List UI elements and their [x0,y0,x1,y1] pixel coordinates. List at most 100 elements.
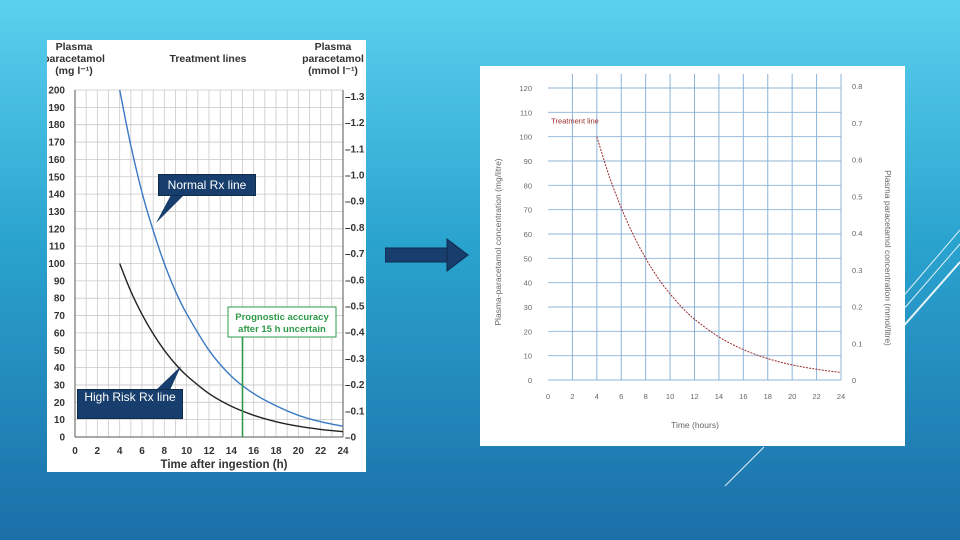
left-normal-treatment-line [119,89,344,427]
right-y2-tick-label: 0.4 [852,229,862,238]
left-x-tick-label: 24 [337,446,349,457]
left-y2-tick-label: –0.9 [345,197,365,208]
right-y2-tick-label: 0.5 [852,192,862,201]
left-axes [74,90,344,438]
right-y2-tick-label: 0.3 [852,266,862,275]
right-y2-tick-label: 0.2 [852,303,862,312]
right-x-axis-title: Time (hours) [671,420,719,430]
left-y-tick-label: 200 [48,86,65,97]
right-x-tick-label: 2 [570,392,574,401]
right-y-tick-label: 40 [524,279,532,288]
left-y2-axis-title: paracetamol [302,53,364,65]
right-y-tick-label: 70 [524,206,532,215]
right-y2-tick-label: 0.6 [852,156,862,165]
right-x-tick-label: 20 [788,392,796,401]
prognostic-annotation-text: Prognostic accuracy [235,312,329,323]
right-x-tick-label: 18 [764,392,772,401]
right-y2-tick-label: 0 [852,376,856,385]
right-lines [596,136,842,373]
right-x-tick-label: 4 [595,392,599,401]
left-y-tick-label: 0 [59,433,65,444]
left-y-tick-label: 170 [48,138,65,149]
right-y2-tick-label: 0.1 [852,339,862,348]
left-y-tick-label: 30 [54,380,66,391]
left-y-tick-label: 180 [48,120,65,131]
left-x-tick-label: 14 [226,446,238,457]
right-y-tick-label: 30 [524,303,532,312]
right-chart-panel: 0 10 20 30 40 50 60 70 80 90 100 110 120 0 0.1 0.2 0.3 0.… [480,66,905,446]
left-y-axis-title: paracetamol [47,53,105,65]
left-y2-tick-label: –1.0 [345,171,365,182]
left-y2-tick-label: –0.2 [345,380,365,391]
left-y-tick-label: 150 [48,172,65,183]
left-y-tick-label: 20 [54,398,66,409]
right-y-tick-label: 80 [524,181,532,190]
right-y-tick-label: 90 [524,157,532,166]
left-y-tick-label: 50 [54,346,66,357]
right-grid [548,74,842,381]
right-y-tick-label: 110 [520,108,532,117]
normal-rx-callout: Normal Rx line [158,174,256,196]
right-y-tick-label: 50 [524,254,532,263]
high-risk-rx-callout: High Risk Rx line [77,389,183,419]
left-y-axis-title: (mg l⁻¹) [55,65,93,77]
left-grid [74,89,344,438]
left-y2-tick-label: –1.3 [345,92,365,103]
left-x-tick-label: 12 [203,446,215,457]
left-y-tick-label: 190 [48,103,65,114]
right-y2-tick-label: 0.8 [852,82,862,91]
left-x-tick-label: 20 [293,446,305,457]
left-y-tick-label: 90 [54,276,66,287]
left-y2-axis-title: (mmol l⁻¹) [308,65,358,77]
left-y-tick-label: 40 [54,363,66,374]
left-labels: 0102030405060708090100110120130140150160… [47,41,365,471]
prognostic-box [227,306,337,338]
right-y-tick-label: 20 [524,327,532,336]
left-x-tick-label: 22 [315,446,327,457]
right-x-tick-label: 8 [644,392,648,401]
right-x-tick-label: 6 [619,392,623,401]
left-high-treatment-line [119,263,344,433]
right-y-tick-label: 100 [519,133,532,142]
left-y-tick-label: 120 [48,224,65,235]
right-x-tick-label: 12 [690,392,698,401]
right-x-tick-label: 0 [546,392,550,401]
left-y-tick-label: 140 [48,190,65,201]
left-y2-tick-label: –1.2 [345,118,365,129]
left-x-tick-label: 0 [72,446,78,457]
left-y2-tick-label: –0 [345,433,357,444]
right-y-tick-label: 10 [524,352,532,361]
left-y2-tick-label: –0.3 [345,354,365,365]
right-treatment-line-label: Treatment line [551,117,599,126]
left-x-tick-label: 8 [162,446,168,457]
left-y2-tick-label: –0.5 [345,302,365,313]
left-y2-tick-label: –0.7 [345,249,365,260]
right-treatment-line [596,136,842,373]
right-x-tick-label: 10 [666,392,674,401]
left-y-tick-label: 110 [49,242,66,253]
left-y-tick-label: 160 [48,155,65,166]
left-y-tick-label: 10 [54,415,66,426]
left-y2-tick-label: –0.1 [345,406,365,417]
prognostic-annotation-text: after 15 h uncertain [238,324,326,335]
left-x-tick-label: 4 [117,446,123,457]
left-chart: 0102030405060708090100110120130140150160… [47,41,365,471]
left-y2-tick-label: –1.1 [345,144,365,155]
left-y-tick-label: 80 [54,294,66,305]
right-x-tick-label: 24 [837,392,845,401]
left-y2-tick-label: –0.6 [345,275,365,286]
left-x-tick-label: 16 [248,446,260,457]
left-x-tick-label: 10 [181,446,193,457]
left-chart-title: Treatment lines [169,53,246,65]
left-y2-tick-label: –0.4 [345,328,365,339]
left-y2-axis-title: Plasma [315,41,352,53]
right-x-tick-label: 22 [812,392,820,401]
left-y-tick-label: 130 [48,207,65,218]
left-lines [119,89,344,437]
right-x-tick-label: 14 [715,392,723,401]
right-arrow-icon [385,238,469,273]
right-y-axis-title: Plasma-paracetamol concentration (mg/lit… [493,158,503,325]
right-labels: 010203040506070809010011012000.10.20.30.… [493,82,893,430]
right-y2-axis-title: Plasma paracetamol concentration (mmol/l… [883,170,893,346]
left-y-axis-title: Plasma [56,41,93,53]
